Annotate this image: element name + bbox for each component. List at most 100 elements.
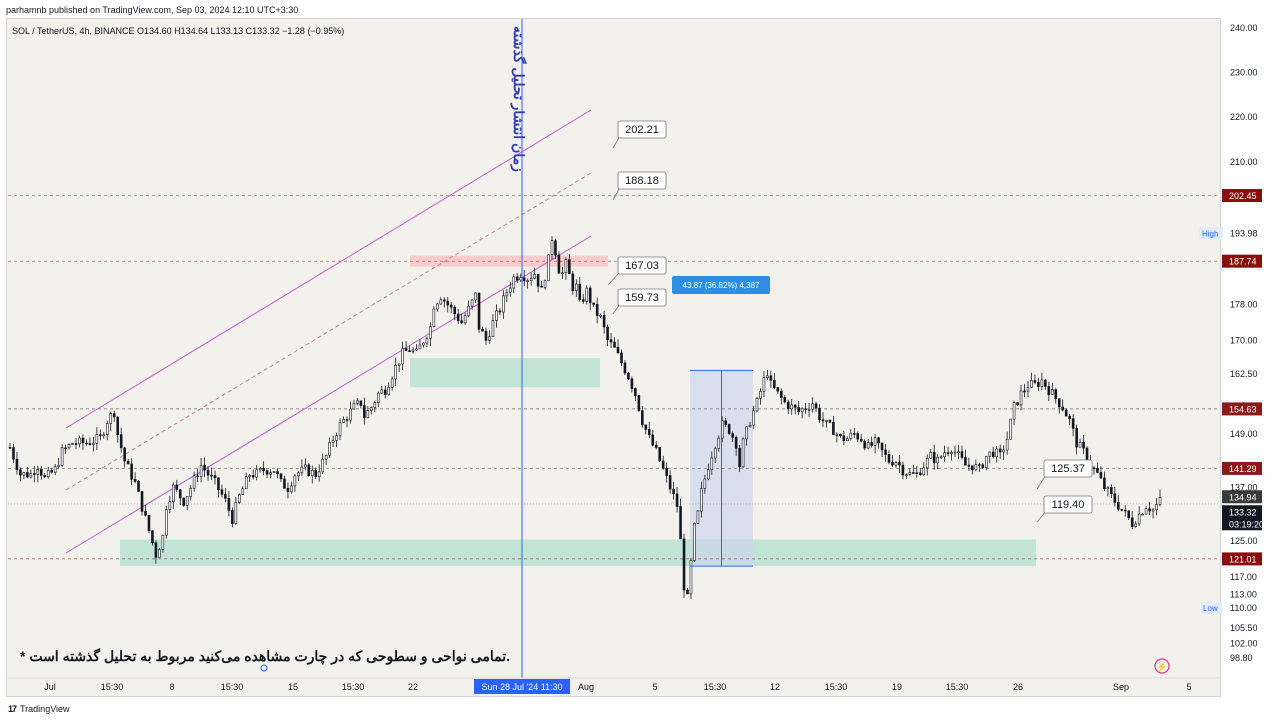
time-tick: 5: [1186, 682, 1191, 692]
candle-body: [1047, 386, 1051, 395]
candle-body: [693, 522, 696, 561]
candle-body: [144, 511, 147, 516]
candle-body: [908, 472, 912, 475]
candle-body: [891, 462, 894, 466]
candle-body: [773, 380, 776, 388]
candle-body: [255, 469, 258, 478]
candle-body: [307, 464, 311, 476]
candle-body: [925, 457, 929, 469]
candle-body: [665, 467, 668, 476]
candle-body: [276, 471, 279, 475]
time-tick: Jul: [44, 682, 56, 692]
candle-body: [981, 464, 985, 468]
chart-frame[interactable]: [6, 18, 1221, 697]
candle-body: [1148, 508, 1151, 512]
candle-body: [415, 348, 418, 351]
candle-body: [78, 437, 81, 445]
candle-body: [50, 470, 53, 473]
price-tag-bg: [1222, 505, 1262, 519]
green-zone: [410, 358, 600, 388]
symbol-legend[interactable]: SOL / TetherUS, 4h, BINANCE O134.60 H134…: [12, 26, 345, 36]
candle-body: [630, 378, 634, 389]
price-tick: 162.50: [1230, 369, 1258, 379]
candle-body: [1061, 406, 1065, 411]
price-tag-bg: [1222, 490, 1262, 504]
candle-body: [849, 433, 853, 439]
candle-body: [442, 299, 446, 302]
candle-body: [88, 443, 92, 445]
candle-body: [449, 304, 453, 308]
candle-body: [686, 589, 689, 595]
candle-body: [873, 437, 877, 446]
candle-body: [189, 487, 192, 497]
candle-body: [554, 240, 557, 256]
candle-body: [199, 464, 203, 478]
candle-body: [123, 447, 126, 462]
candle-body: [1012, 402, 1016, 420]
candle-body: [196, 475, 199, 478]
callout-box: [617, 120, 667, 139]
candle-body: [613, 341, 616, 348]
candle-body: [1113, 493, 1117, 503]
candle-body: [585, 287, 589, 302]
candle-body: [943, 452, 946, 458]
candle-body: [978, 464, 981, 466]
candle-body: [522, 277, 526, 282]
candle-body: [575, 283, 578, 292]
candle-body: [1044, 379, 1047, 387]
candle-body: [1110, 487, 1113, 494]
price-tag-bg: [1222, 461, 1262, 475]
high-badge: High: [1202, 229, 1218, 238]
time-tick: 15:30: [946, 682, 969, 692]
levels-layer: [8, 195, 1220, 560]
candle-body: [95, 434, 99, 444]
candle-body: [279, 473, 283, 480]
candle-body: [950, 452, 953, 454]
candle-body: [1068, 415, 1071, 420]
candle-body: [352, 403, 356, 410]
candle-body: [717, 437, 721, 449]
candle-body: [821, 419, 825, 422]
callout-pointer: [1036, 474, 1047, 490]
candle-body: [151, 530, 154, 544]
candle-body: [637, 395, 641, 412]
time-tick: 15: [288, 682, 298, 692]
callout-label: 188.18: [625, 175, 659, 187]
candle-body: [1009, 418, 1012, 440]
candle-body: [731, 433, 734, 438]
candle-body: [147, 514, 151, 532]
candle-body: [283, 478, 286, 489]
candle-body: [234, 502, 238, 524]
candle-body: [710, 457, 714, 470]
candle-body: [856, 433, 860, 440]
candle-body: [300, 466, 304, 474]
callout-box: [1043, 495, 1093, 514]
candle-body: [401, 348, 404, 365]
channel-lower: [65, 235, 592, 554]
candle-body: [839, 434, 842, 437]
candle-body: [317, 471, 321, 477]
candle-body: [463, 315, 467, 324]
candle-body: [1050, 389, 1054, 395]
low-value: 110.00: [1230, 603, 1257, 613]
price-tag-bg: [1222, 189, 1262, 203]
candle-body: [519, 277, 523, 281]
candle-body: [953, 451, 957, 454]
candle-body: [599, 314, 602, 317]
candle-body: [474, 292, 477, 301]
candle-body: [846, 438, 849, 442]
candle-body: [366, 410, 370, 419]
candle-body: [957, 451, 960, 453]
candle-body: [564, 259, 568, 274]
callout-box: [617, 171, 667, 190]
candle-body: [1096, 468, 1099, 473]
candle-body: [335, 435, 338, 441]
channel-mid: [65, 172, 592, 491]
candle-body: [912, 472, 915, 474]
candle-body: [595, 303, 599, 316]
candle-body: [1054, 389, 1058, 399]
candle-body: [696, 510, 700, 524]
candle-body: [210, 474, 213, 477]
candle-body: [852, 433, 856, 435]
